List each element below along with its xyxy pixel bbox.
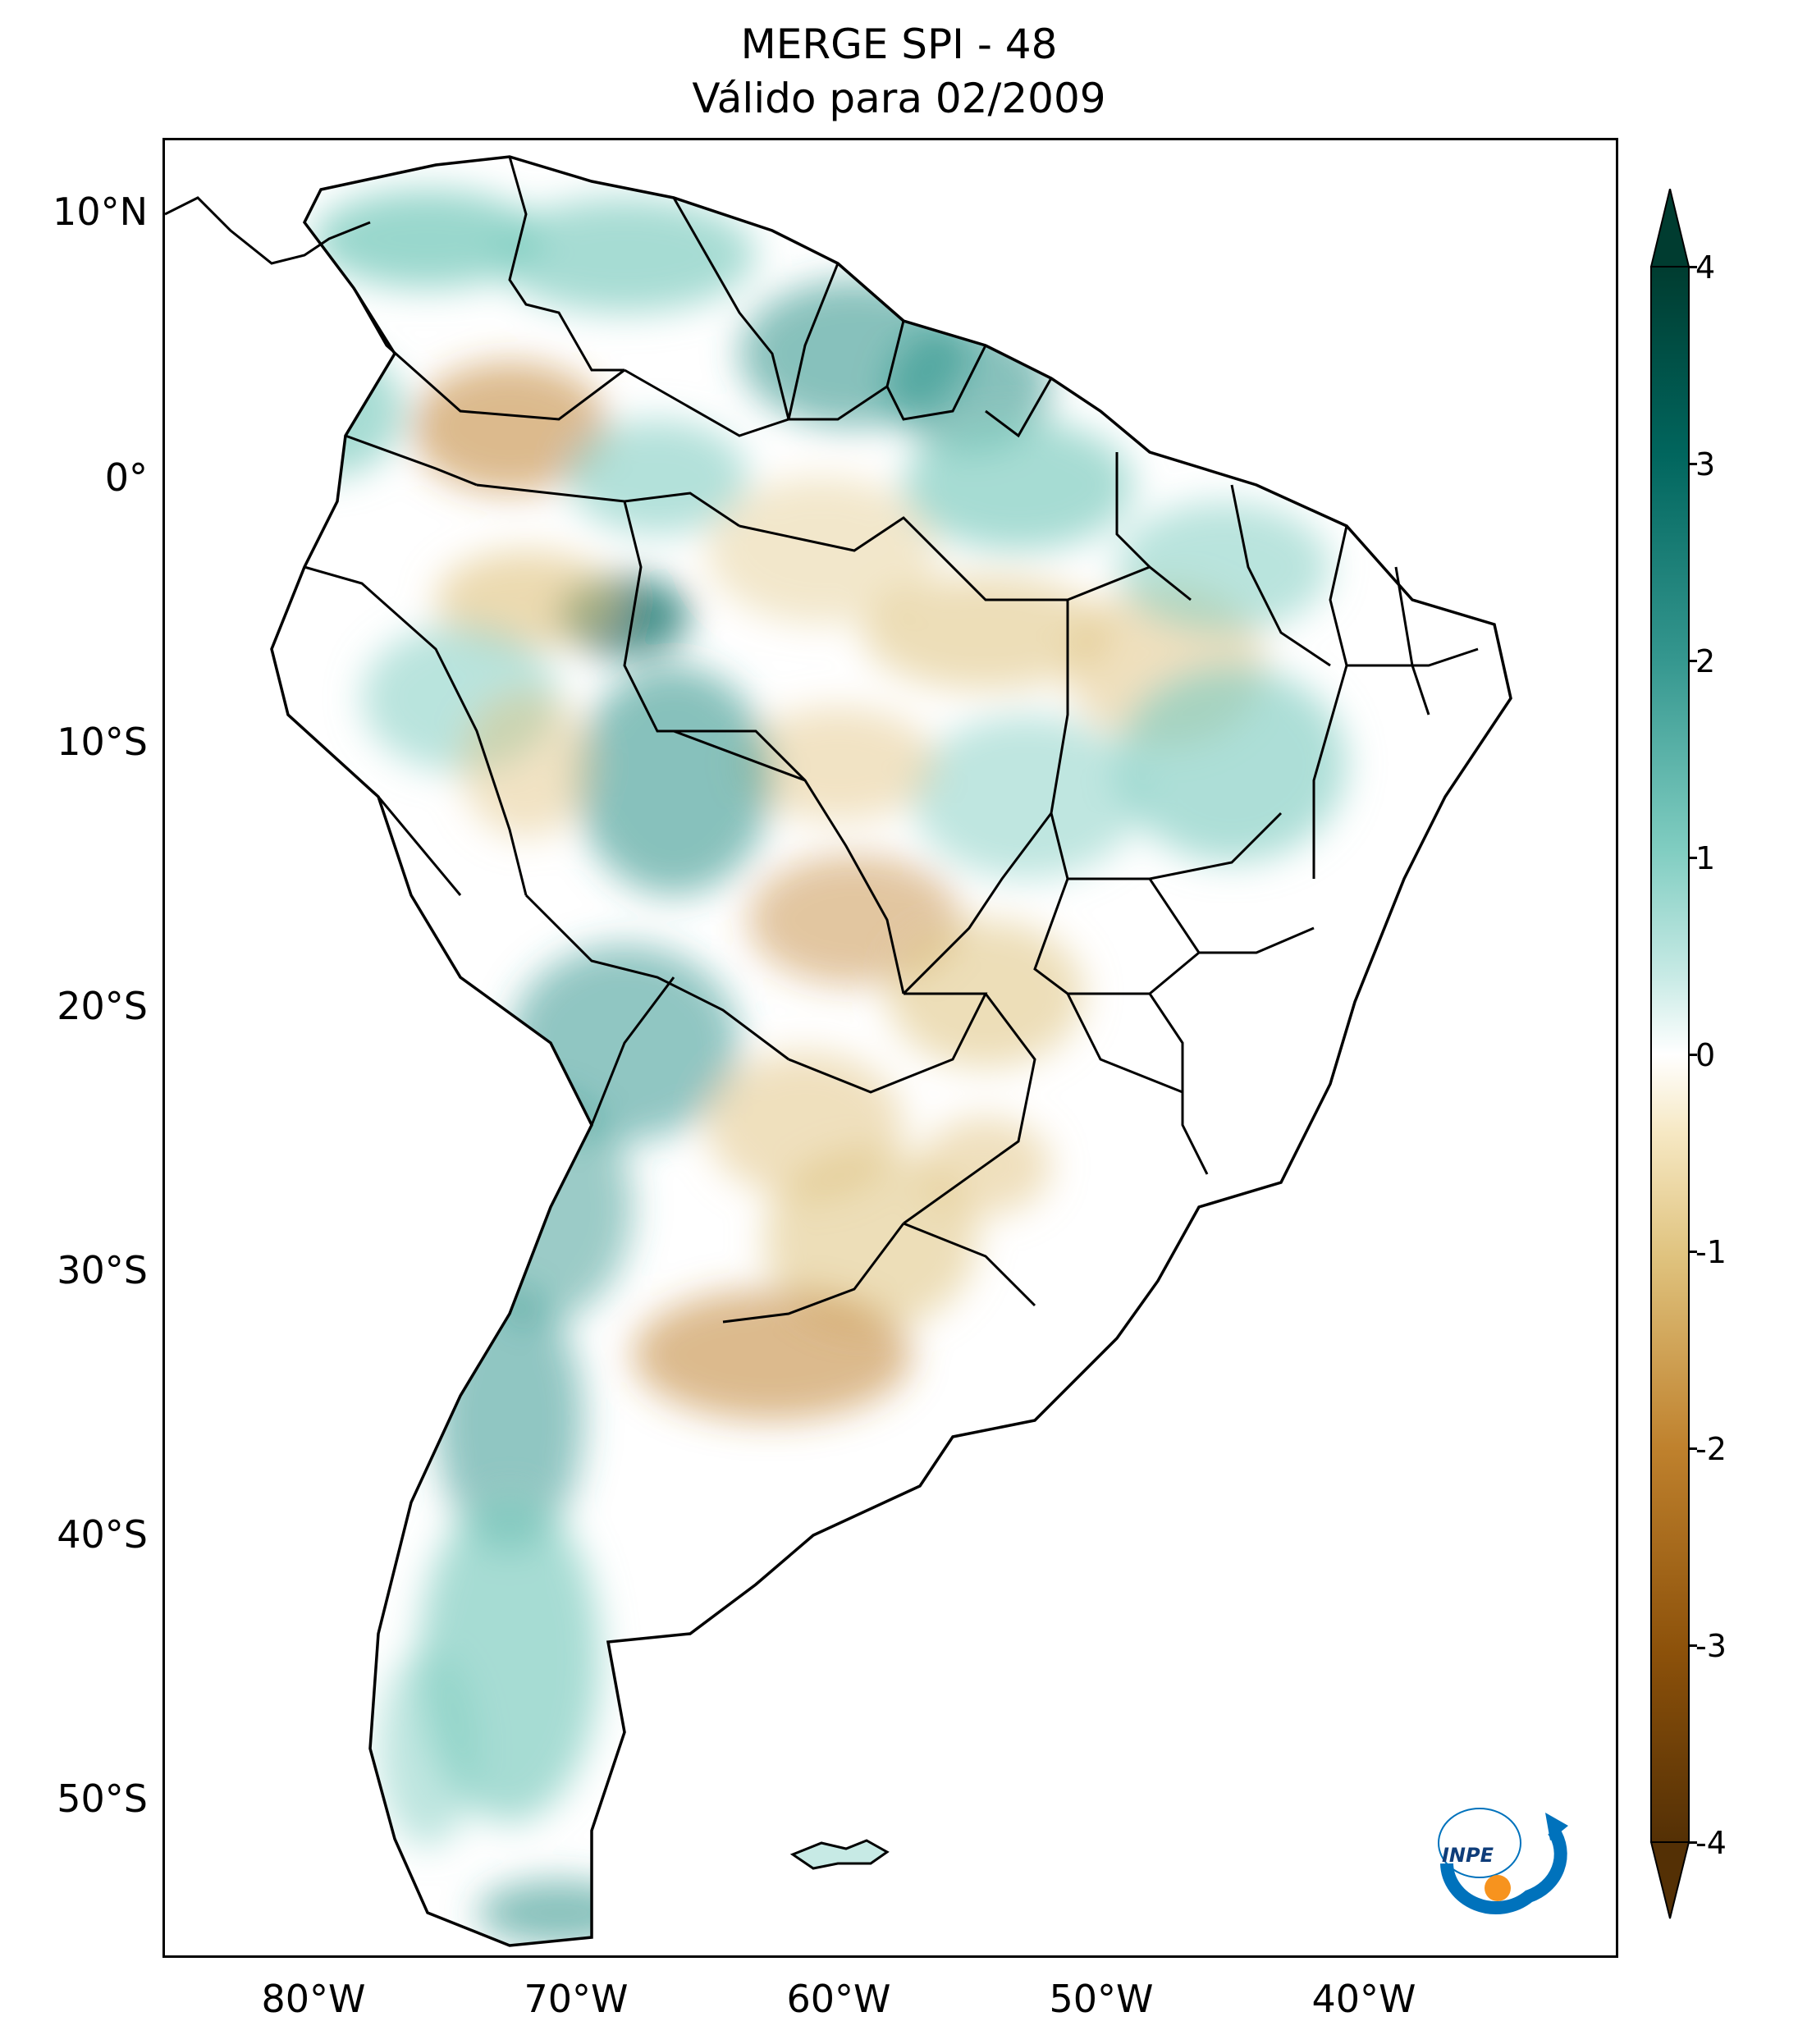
colorbar-label: 4: [1695, 249, 1716, 286]
colorbar-tick: [1689, 660, 1697, 662]
colorbar: [1649, 189, 1690, 1919]
colorbar-label: 0: [1695, 1037, 1716, 1073]
colorbar-tick: [1689, 463, 1697, 465]
colorbar-label: 1: [1695, 840, 1716, 876]
colorbar-label: 3: [1695, 446, 1716, 482]
colorbar-tick: [1689, 266, 1697, 268]
y-tick-label: 50°S: [57, 1776, 148, 1821]
x-tick-label: 60°W: [786, 1977, 891, 2021]
colorbar-label: 2: [1695, 643, 1716, 679]
colorbar-tick: [1689, 1251, 1697, 1253]
y-tick-label: 40°S: [57, 1512, 148, 1557]
map-frame: INPE: [162, 138, 1618, 1958]
svg-text:INPE: INPE: [1442, 1844, 1494, 1867]
y-tick-label: 30°S: [57, 1248, 148, 1292]
x-tick-label: 70°W: [524, 1977, 629, 2021]
y-tick-label: 10°S: [57, 720, 148, 764]
x-tick-label: 80°W: [261, 1977, 366, 2021]
x-tick-label: 50°W: [1049, 1977, 1154, 2021]
colorbar-tick: [1689, 857, 1697, 859]
map-title: MERGE SPI - 48: [740, 21, 1058, 68]
colorbar-tick: [1689, 1644, 1697, 1647]
colorbar-tick: [1689, 1447, 1697, 1450]
colorbar-label: -3: [1695, 1628, 1727, 1664]
map-subtitle: Válido para 02/2009: [692, 75, 1106, 122]
falkland-islands: [789, 1839, 890, 1870]
y-tick-label: 20°S: [57, 984, 148, 1028]
y-tick-label: 0°: [104, 455, 148, 500]
coastline: [270, 155, 1512, 1947]
country-borders: [304, 156, 1479, 1324]
x-tick-label: 40°W: [1311, 1977, 1416, 2021]
colorbar-label: -4: [1695, 1825, 1727, 1861]
colorbar-label: -2: [1695, 1431, 1727, 1467]
central-america-coast: [165, 196, 371, 265]
inpe-logo: INPE: [1438, 1808, 1568, 1915]
y-tick-label: 10°N: [53, 190, 148, 234]
colorbar-tick: [1689, 1054, 1697, 1056]
south-america-map: [165, 155, 1512, 1947]
colorbar-tick: [1689, 1841, 1697, 1844]
colorbar-label: -1: [1695, 1234, 1727, 1270]
